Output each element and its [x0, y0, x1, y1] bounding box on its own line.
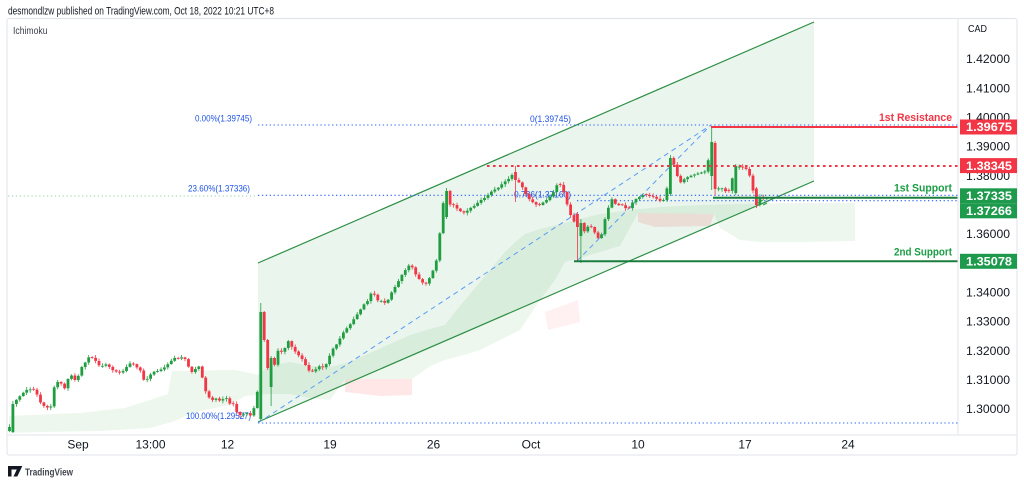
svg-text:1.35078: 1.35078 [966, 255, 1012, 269]
svg-text:19: 19 [323, 438, 337, 452]
svg-text:26: 26 [427, 438, 441, 452]
svg-text:1.37335: 1.37335 [966, 189, 1012, 203]
svg-text:13:00: 13:00 [135, 438, 165, 452]
svg-text:1.42000: 1.42000 [966, 52, 1010, 66]
svg-text:desmondlzw published on Tradin: desmondlzw published on TradingView.com,… [8, 6, 274, 18]
svg-text:1.38345: 1.38345 [966, 159, 1012, 173]
svg-text:1.39000: 1.39000 [966, 140, 1010, 154]
svg-text:12: 12 [221, 438, 235, 452]
svg-text:24: 24 [841, 438, 855, 452]
svg-text:Ichimoku: Ichimoku [13, 25, 48, 37]
svg-text:1.36000: 1.36000 [966, 227, 1010, 241]
svg-text:Oct: Oct [522, 438, 541, 452]
svg-text:Sep: Sep [67, 438, 89, 452]
svg-text:TradingView: TradingView [25, 467, 74, 479]
svg-text:17: 17 [738, 438, 752, 452]
svg-text:1.33000: 1.33000 [966, 315, 1010, 329]
svg-text:1.30000: 1.30000 [966, 402, 1010, 416]
svg-text:23.60%(1.37336): 23.60%(1.37336) [188, 184, 250, 195]
svg-text:1.37266: 1.37266 [966, 204, 1012, 218]
svg-text:2nd Support: 2nd Support [894, 247, 952, 259]
svg-text:1st Support: 1st Support [894, 183, 952, 195]
svg-text:1.31000: 1.31000 [966, 373, 1010, 387]
svg-text:0.00%(1.39745): 0.00%(1.39745) [195, 114, 252, 125]
svg-text:1.41000: 1.41000 [966, 81, 1010, 95]
svg-text:0.786(1.37160): 0.786(1.37160) [514, 189, 571, 200]
svg-text:1.32000: 1.32000 [966, 344, 1010, 358]
svg-text:CAD: CAD [968, 23, 987, 35]
svg-text:1st Resistance: 1st Resistance [879, 112, 952, 124]
svg-text:0(1.39745): 0(1.39745) [530, 114, 571, 125]
svg-text:100.00%(1.29527): 100.00%(1.29527) [186, 411, 251, 422]
svg-text:1.34000: 1.34000 [966, 286, 1010, 300]
svg-text:10: 10 [631, 438, 645, 452]
svg-text:1.39675: 1.39675 [966, 120, 1012, 134]
